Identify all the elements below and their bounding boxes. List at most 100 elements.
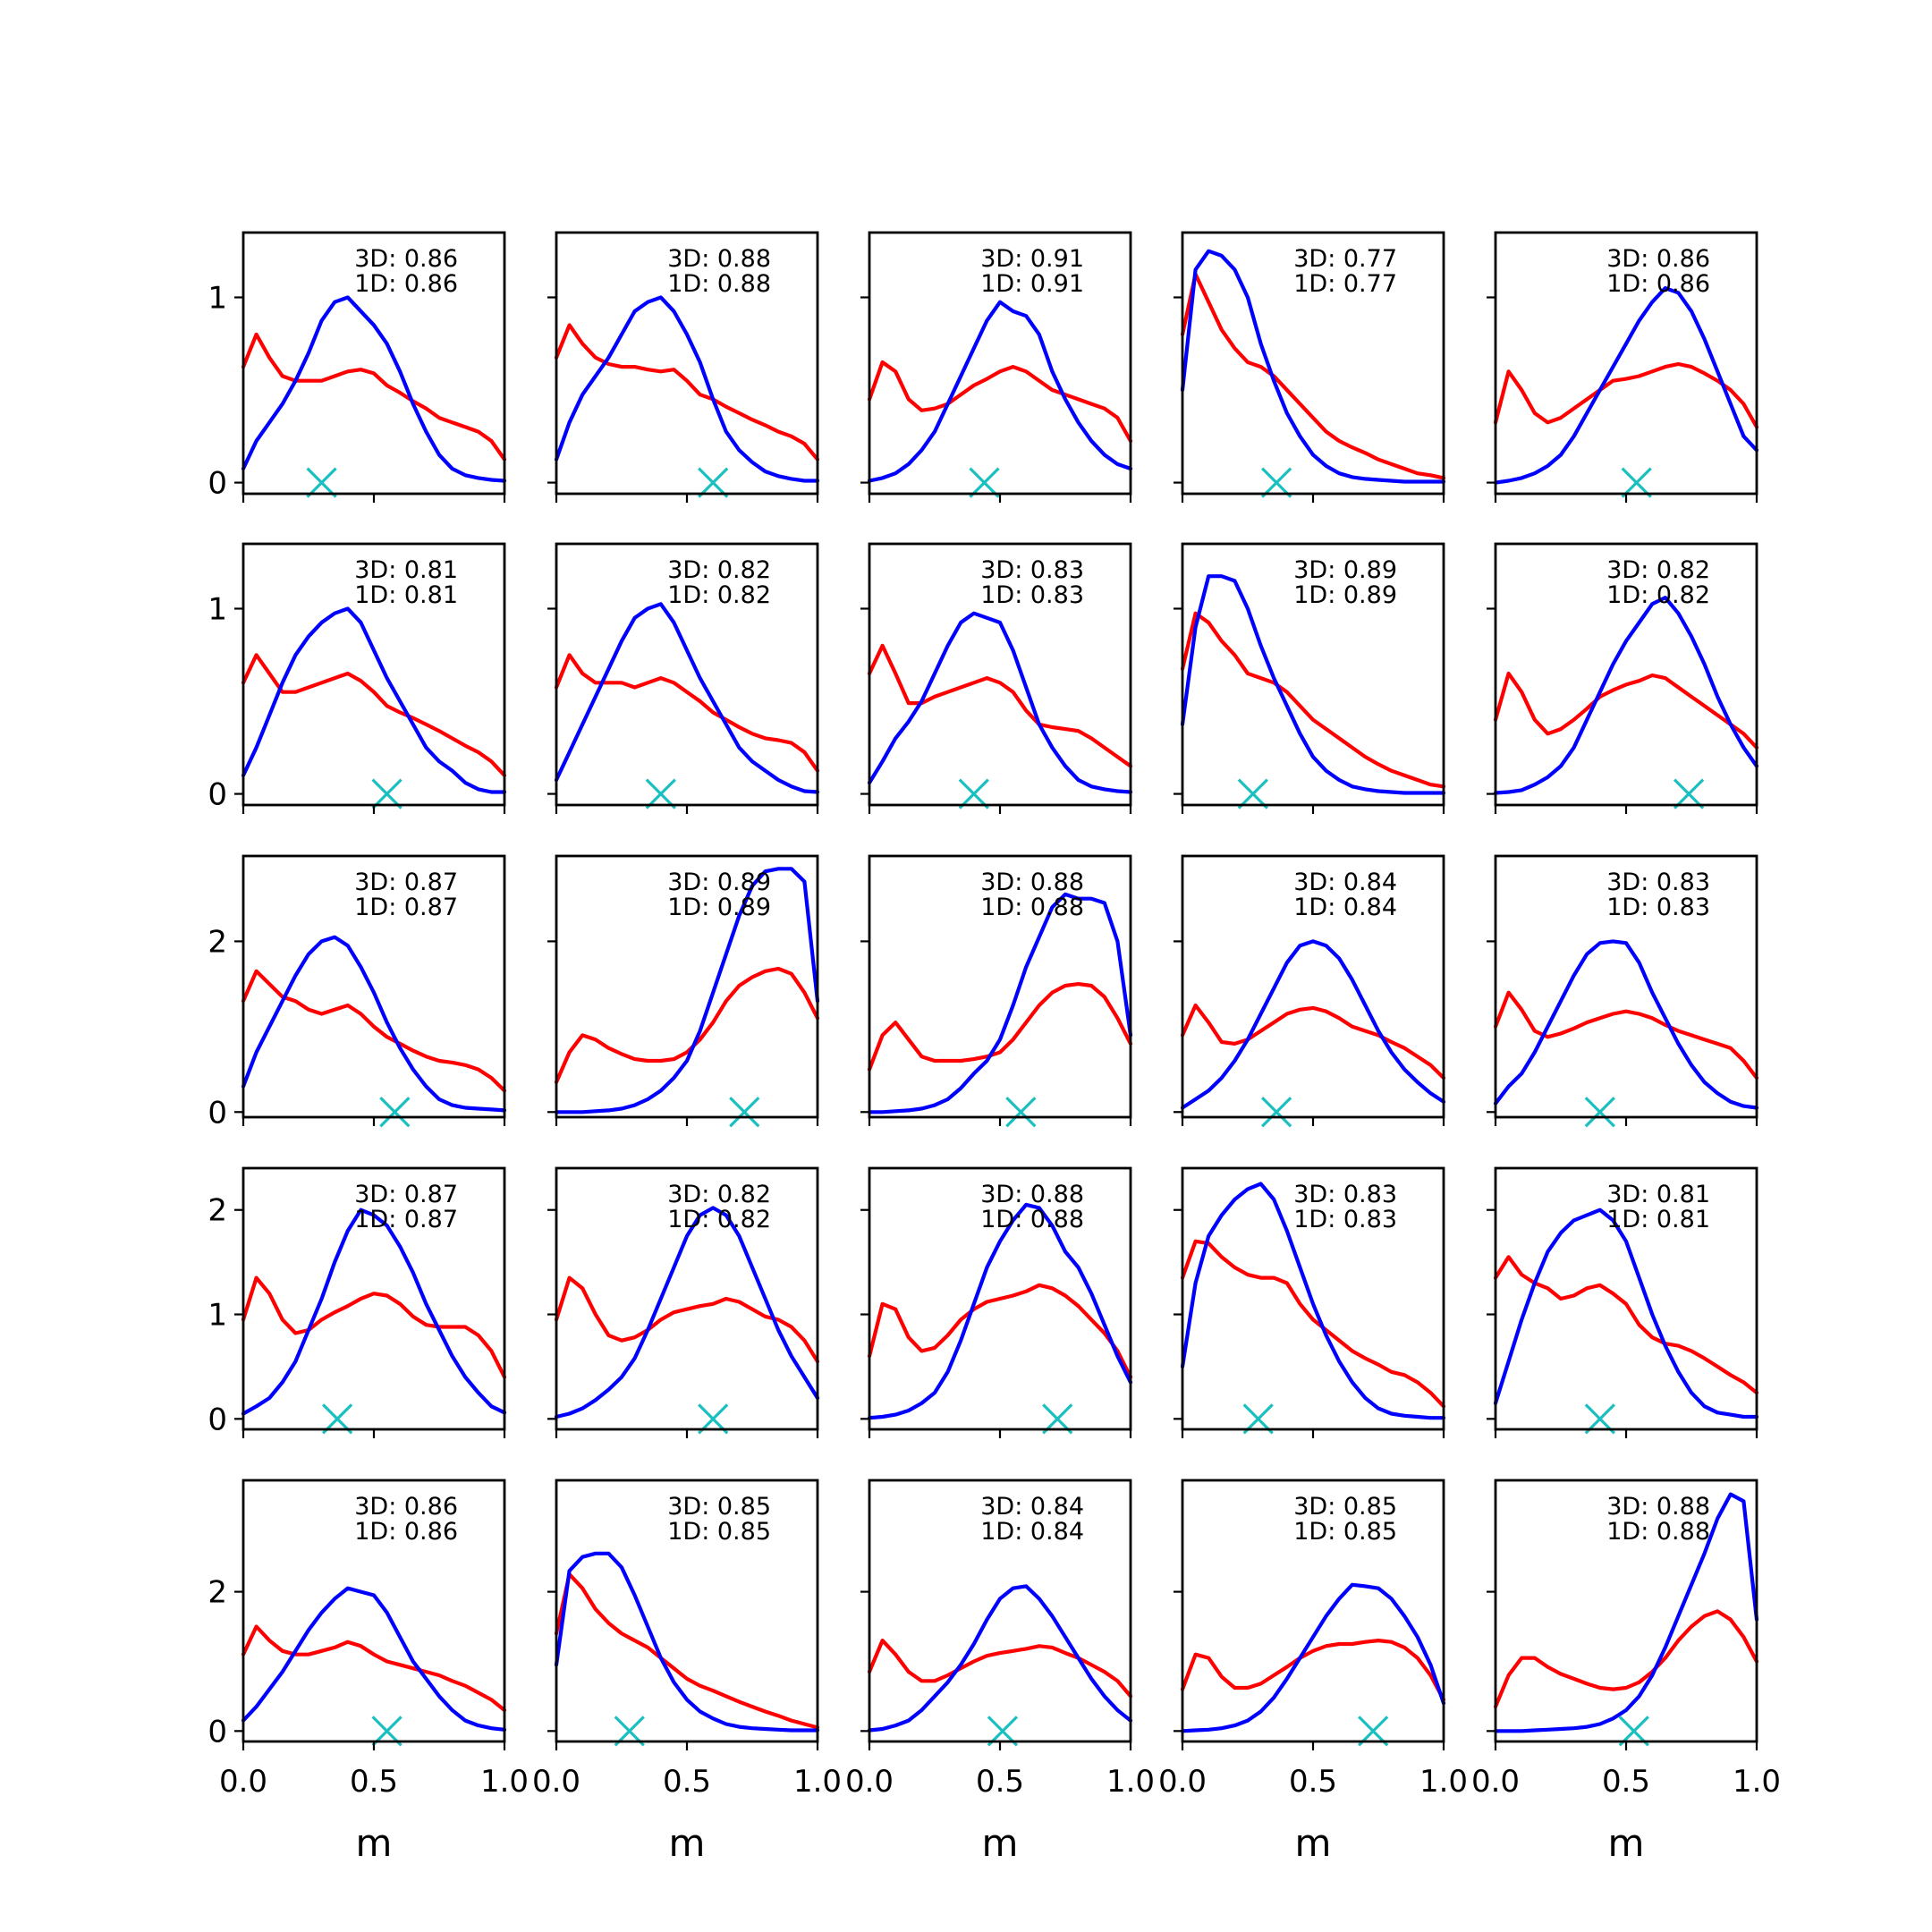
score-annotation: 1D: 0.82 <box>667 581 771 609</box>
score-annotation: 3D: 0.88 <box>980 1181 1084 1208</box>
cyan-x-marker <box>958 778 989 809</box>
y-tick-label: 0 <box>208 777 227 813</box>
x-tick-label: 1.0 <box>1106 1764 1155 1800</box>
red-density-line <box>241 1275 507 1379</box>
red-density-line <box>1180 272 1446 480</box>
cyan-x-marker <box>1005 1097 1037 1128</box>
blue-density-line <box>867 611 1133 794</box>
score-annotation: 3D: 0.87 <box>354 869 458 896</box>
score-annotation: 3D: 0.83 <box>1293 1181 1397 1208</box>
blue-density-line <box>867 300 1133 483</box>
marker-stroke <box>379 1097 411 1128</box>
y-tick-label: 2 <box>208 1575 227 1611</box>
x-axis-label: m <box>356 1821 393 1865</box>
cyan-x-marker <box>1237 778 1268 809</box>
score-annotation: 3D: 0.83 <box>980 556 1084 584</box>
red-density-line <box>1493 361 1759 429</box>
cyan-x-marker <box>645 778 676 809</box>
x-tick-label: 0.5 <box>350 1764 398 1800</box>
score-annotation: 3D: 0.83 <box>1606 869 1710 896</box>
marker-stroke <box>645 778 676 809</box>
x-tick-label: 1.0 <box>1419 1764 1468 1800</box>
x-tick-label: 0.5 <box>663 1764 711 1800</box>
x-tick-label: 0.5 <box>976 1764 1024 1800</box>
blue-density-line <box>1180 574 1446 795</box>
x-tick-label: 1.0 <box>480 1764 529 1800</box>
score-annotation: 1D: 0.86 <box>354 1518 458 1546</box>
marker-stroke <box>958 778 989 809</box>
x-axis-label: m <box>1608 1821 1645 1865</box>
blue-density-line <box>1180 939 1446 1110</box>
red-density-line <box>1180 1003 1446 1080</box>
score-annotation: 3D: 0.84 <box>980 1493 1084 1521</box>
score-annotation: 1D: 0.77 <box>1293 270 1397 298</box>
score-annotation: 3D: 0.91 <box>980 245 1084 273</box>
score-annotation: 3D: 0.82 <box>1606 556 1710 584</box>
marker-stroke <box>1005 1097 1037 1128</box>
blue-density-line <box>867 1584 1133 1733</box>
score-annotation: 3D: 0.86 <box>354 1493 458 1521</box>
blue-density-line <box>554 295 820 483</box>
blue-density-line <box>1180 249 1446 484</box>
cyan-x-marker <box>1673 778 1705 809</box>
cyan-x-marker <box>1584 1097 1615 1128</box>
score-annotation: 1D: 0.83 <box>980 581 1084 609</box>
score-annotation: 1D: 0.84 <box>980 1518 1084 1546</box>
score-annotation: 1D: 0.89 <box>667 894 771 921</box>
cyan-x-marker <box>379 1097 411 1128</box>
y-tick-label: 0 <box>208 1714 227 1750</box>
marker-stroke <box>371 778 402 809</box>
blue-density-line <box>241 606 507 794</box>
x-tick-label: 0.0 <box>219 1764 267 1800</box>
x-tick-label: 0.0 <box>845 1764 894 1800</box>
red-density-line <box>867 1639 1133 1699</box>
cyan-x-marker <box>306 467 337 498</box>
marker-stroke <box>1673 778 1705 809</box>
score-annotation: 1D: 0.87 <box>354 1206 458 1233</box>
blue-density-line <box>554 867 820 1114</box>
cyan-x-marker <box>729 1097 760 1128</box>
red-density-line <box>1180 611 1446 789</box>
blue-density-line <box>1493 939 1759 1110</box>
red-density-line <box>867 643 1133 768</box>
score-annotation: 1D: 0.85 <box>1293 1518 1397 1546</box>
score-annotation: 3D: 0.85 <box>1293 1493 1397 1521</box>
y-tick-label: 1 <box>208 280 227 316</box>
blue-density-line <box>241 295 507 483</box>
x-tick-label: 0.0 <box>532 1764 580 1800</box>
blue-density-line <box>1493 596 1759 795</box>
marker-stroke <box>698 467 729 498</box>
red-density-line <box>554 653 820 773</box>
red-density-line <box>1180 1639 1446 1702</box>
red-density-line <box>867 982 1133 1072</box>
score-annotation: 1D: 0.83 <box>1293 1206 1397 1233</box>
score-annotation: 3D: 0.88 <box>1606 1493 1710 1521</box>
x-axis-label: m <box>669 1821 706 1865</box>
red-density-line <box>554 966 820 1084</box>
score-annotation: 1D: 0.88 <box>1606 1518 1710 1546</box>
blue-density-line <box>241 935 507 1113</box>
marker-stroke <box>306 467 337 498</box>
x-tick-label: 1.0 <box>793 1764 842 1800</box>
red-density-line <box>241 969 507 1093</box>
score-annotation: 1D: 0.81 <box>1606 1206 1710 1233</box>
score-annotation: 1D: 0.91 <box>980 270 1084 298</box>
cyan-x-marker <box>371 778 402 809</box>
score-annotation: 1D: 0.87 <box>354 894 458 921</box>
score-annotation: 3D: 0.85 <box>667 1493 771 1521</box>
red-density-line <box>867 1283 1133 1379</box>
